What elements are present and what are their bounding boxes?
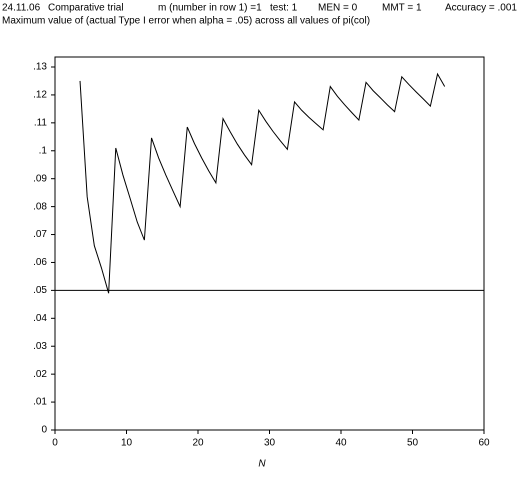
y-tick-label: .1 <box>39 145 48 156</box>
header-item: MMT = 1 <box>382 3 422 14</box>
header-item: m (number in row 1) =1 <box>158 3 262 14</box>
x-tick-label: 30 <box>264 438 276 449</box>
header-item: 24.11.06 <box>2 3 41 14</box>
x-tick-label: 50 <box>407 438 419 449</box>
x-tick-label: 20 <box>192 438 204 449</box>
plot-frame <box>54 56 485 431</box>
x-tick-label: 10 <box>121 438 133 449</box>
x-tick-label: 0 <box>52 438 58 449</box>
y-tick-label: 0 <box>41 425 47 436</box>
y-tick-label: .04 <box>33 313 47 324</box>
y-tick-label: .11 <box>34 117 48 128</box>
y-tick-label: .09 <box>33 173 47 184</box>
y-tick-label: .01 <box>33 397 47 408</box>
y-tick-label: .08 <box>33 201 47 212</box>
data-line <box>79 72 446 294</box>
x-tick-label: 40 <box>335 438 347 449</box>
x-tick-label: 60 <box>478 438 490 449</box>
y-tick-label: .13 <box>33 62 47 73</box>
header-item: test: 1 <box>270 3 298 14</box>
header-item: Accuracy = .001 <box>445 3 517 14</box>
x-axis-label: N <box>258 459 266 470</box>
y-tick-label: .07 <box>33 229 47 240</box>
header-item: MEN = 0 <box>318 3 358 14</box>
y-tick-label: .06 <box>33 257 47 268</box>
y-tick-label: .03 <box>33 341 47 352</box>
chart-title: Maximum value of (actual Type I error wh… <box>2 16 370 27</box>
y-tick-label: .02 <box>33 369 47 380</box>
header-item: Comparative trial <box>48 3 124 14</box>
y-tick-label: .12 <box>33 90 47 101</box>
y-tick-label: .05 <box>33 285 47 296</box>
